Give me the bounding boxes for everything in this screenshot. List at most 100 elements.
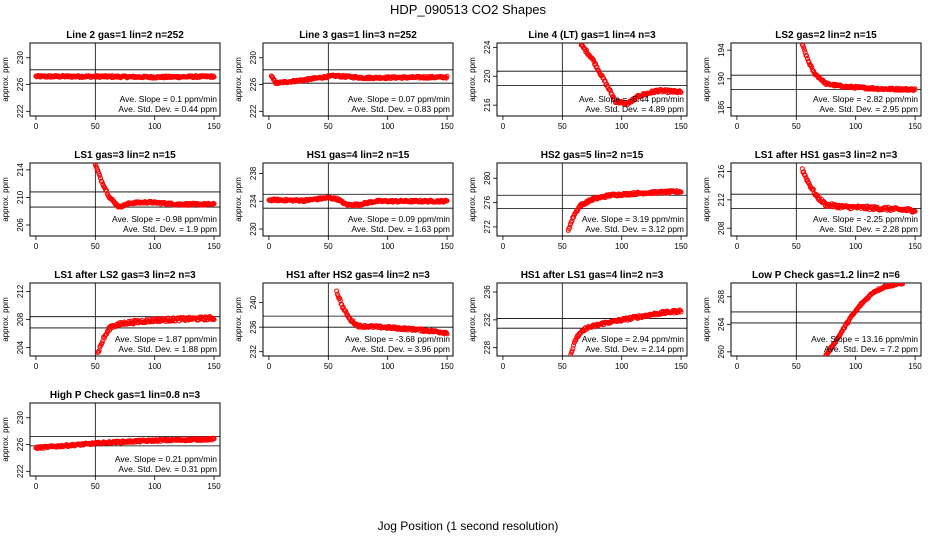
plot-frame	[29, 162, 221, 237]
y-axis-label: approx. ppm	[234, 57, 243, 102]
subplot-10: HS1 after HS2 gas=4 lin=2 n=3 approx. ppm…	[234, 270, 454, 371]
subplot-title: HS2 gas=5 lin=2 n=15	[541, 150, 644, 161]
data-point	[103, 187, 109, 193]
x-tick-label: 100	[849, 242, 863, 251]
y-axis-label: approx. ppm	[468, 57, 477, 102]
subplot-3: Line 4 (LT) gas=1 lin=4 n=3 approx. ppm 21…	[468, 30, 688, 131]
x-tick-label: 50	[91, 122, 100, 131]
plot-frame	[262, 162, 454, 237]
data-point	[210, 316, 216, 322]
y-tick-label: 220	[483, 69, 492, 83]
subplot-title: Line 3 gas=1 lin=3 n=252	[299, 30, 417, 41]
y-axis-label: approx. ppm	[1, 297, 10, 342]
std-dev-annotation: Ave. Std. Dev. = 0.44 ppm	[118, 104, 217, 114]
data-points	[799, 166, 918, 215]
data-point	[211, 317, 217, 323]
subplot-title: Line 2 gas=1 lin=2 n=252	[66, 30, 184, 41]
data-point	[801, 45, 807, 51]
x-tick-label: 100	[615, 242, 629, 251]
plot-frame	[730, 42, 922, 117]
y-tick-label: 214	[16, 163, 25, 177]
data-point	[444, 198, 450, 204]
x-tick-label: 100	[148, 242, 162, 251]
x-tick-label: 0	[501, 362, 506, 371]
y-tick-label: 222	[16, 104, 25, 118]
plot-frame	[262, 282, 454, 357]
subplot-8: LS1 after HS1 gas=3 lin=2 n=3 approx. ppm…	[702, 150, 922, 251]
subplot-9: LS1 after LS2 gas=3 lin=2 n=3 approx. ppm…	[1, 270, 221, 371]
data-point	[567, 224, 573, 230]
data-points	[92, 163, 217, 210]
x-tick-label: 150	[207, 362, 221, 371]
data-point	[827, 348, 833, 354]
subplot-title: HS1 after HS2 gas=4 lin=2 n=3	[286, 270, 430, 281]
x-tick-label: 150	[440, 242, 454, 251]
std-dev-annotation: Ave. Std. Dev. = 4.89 ppm	[585, 104, 684, 114]
y-tick-label: 272	[483, 220, 492, 234]
y-axis-label: approx. ppm	[1, 177, 10, 222]
x-tick-label: 0	[34, 122, 39, 131]
std-dev-annotation: Ave. Std. Dev. = 2.14 ppm	[585, 344, 684, 354]
slope-annotation: Ave. Slope = -5.44 ppm/min	[579, 94, 684, 104]
y-tick-label: 212	[16, 284, 25, 298]
std-dev-annotation: Ave. Std. Dev. = 3.12 ppm	[585, 224, 684, 234]
x-tick-label: 50	[324, 242, 333, 251]
subplot-title: LS1 after LS2 gas=3 lin=2 n=3	[54, 270, 196, 281]
data-points	[33, 435, 217, 452]
y-tick-label: 206	[16, 218, 25, 232]
y-tick-label: 186	[717, 100, 726, 114]
y-axis-label: approx. ppm	[468, 297, 477, 342]
y-tick-label: 230	[16, 411, 25, 425]
x-tick-label: 0	[267, 242, 272, 251]
x-tick-label: 0	[501, 122, 506, 131]
x-axis-label: Jog Position (1 second resolution)	[377, 519, 559, 533]
y-axis-label: approx. ppm	[702, 177, 711, 222]
x-tick-label: 0	[34, 242, 39, 251]
std-dev-annotation: Ave. Std. Dev. = 2.95 ppm	[819, 104, 918, 114]
slope-annotation: Ave. Slope = 0.09 ppm/min	[348, 214, 450, 224]
data-points	[268, 72, 450, 87]
data-point	[444, 331, 450, 337]
y-axis-label: approx. ppm	[1, 417, 10, 462]
subplot-11: HS1 after LS1 gas=4 lin=2 n=3 approx. ppm…	[468, 270, 688, 371]
subplot-1: Line 2 gas=1 lin=2 n=252 approx. ppm 222 22…	[1, 30, 221, 131]
slope-annotation: Ave. Slope = 13.16 ppm/min	[811, 334, 918, 344]
data-point	[801, 47, 807, 53]
x-tick-label: 150	[440, 122, 454, 131]
plot-frame	[29, 402, 221, 477]
data-point	[210, 73, 216, 79]
subplot-title: HS1 after LS1 gas=4 lin=2 n=3	[521, 270, 664, 281]
subplot-2: Line 3 gas=1 lin=3 n=252 approx. ppm 222 22…	[234, 30, 454, 131]
data-points	[565, 188, 684, 233]
y-axis-label: approx. ppm	[234, 297, 243, 342]
subplot-12: Low P Check gas=1.2 lin=2 n=6 approx. ppm…	[702, 270, 922, 371]
x-tick-label: 150	[908, 362, 922, 371]
x-tick-label: 0	[501, 242, 506, 251]
y-tick-label: 222	[249, 104, 258, 118]
data-point	[584, 47, 590, 53]
slope-annotation: Ave. Slope = 3.19 ppm/min	[582, 214, 684, 224]
data-point	[211, 201, 217, 207]
slope-annotation: Ave. Slope = 0.07 ppm/min	[348, 94, 450, 104]
data-points	[95, 314, 217, 356]
x-tick-label: 150	[207, 242, 221, 251]
y-tick-label: 276	[483, 195, 492, 209]
x-tick-label: 0	[34, 482, 39, 491]
slope-annotation: Ave. Slope = -0.98 ppm/min	[112, 214, 217, 224]
subplot-title: High P Check gas=1 lin=0.8 n=3	[50, 390, 201, 401]
x-tick-label: 50	[91, 362, 100, 371]
data-point	[444, 73, 450, 79]
data-point	[900, 283, 906, 285]
y-tick-label: 216	[483, 98, 492, 112]
data-point	[912, 208, 918, 214]
std-dev-annotation: Ave. Std. Dev. = 1.88 ppm	[118, 344, 217, 354]
x-tick-label: 50	[558, 122, 567, 131]
x-tick-label: 150	[908, 242, 922, 251]
y-tick-label: 280	[483, 171, 492, 185]
x-tick-label: 100	[849, 362, 863, 371]
data-point	[678, 189, 684, 195]
data-point	[334, 288, 340, 294]
y-tick-label: 230	[249, 222, 258, 236]
x-tick-label: 50	[91, 242, 100, 251]
